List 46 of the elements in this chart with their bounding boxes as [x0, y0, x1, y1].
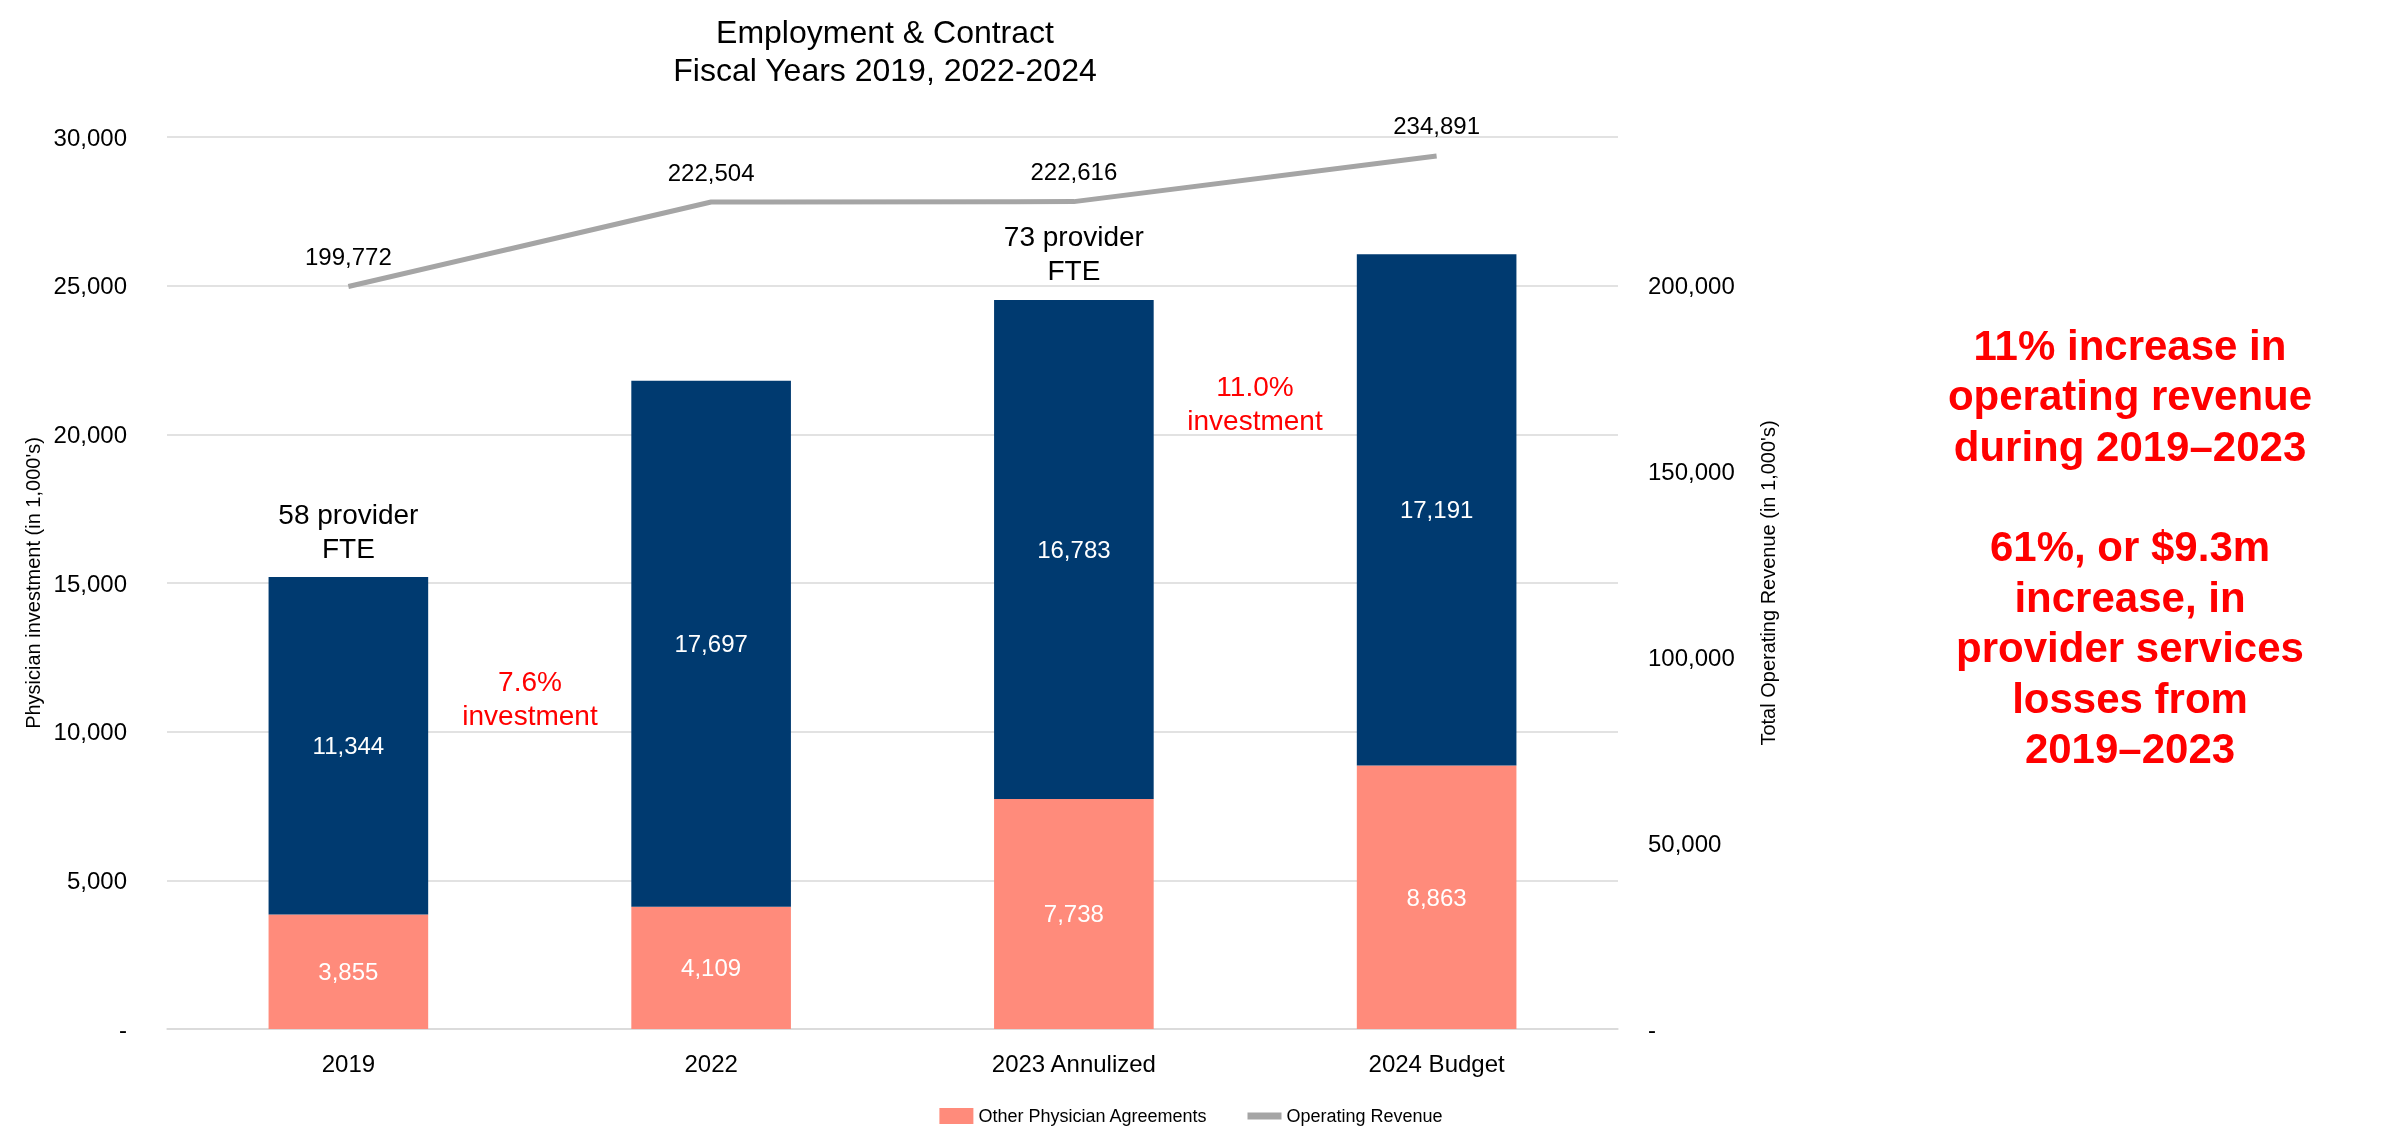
- x-tick-label: 2023 Annulized: [991, 1049, 1156, 1077]
- y2-tick-label: 50,000: [1648, 829, 1722, 857]
- y2-tick-label: 150,000: [1648, 458, 1735, 485]
- data-label: 17,697: [674, 630, 748, 658]
- data-label: 7,738: [1043, 900, 1104, 928]
- chart-title: Employment & Contract Fiscal Years 2019, 2022-2024: [673, 14, 1097, 88]
- x-tick-label: 2022: [684, 1049, 738, 1077]
- data-label: 8,863: [1406, 883, 1467, 911]
- data-label: 4,109: [681, 954, 742, 982]
- annotation: 58 provider FTE: [278, 498, 419, 564]
- data-label: 11,344: [312, 732, 385, 760]
- y2-tick-label: -: [1648, 1015, 1656, 1043]
- y-tick-label: 5,000: [66, 866, 127, 894]
- annotation: 73 provider FTE: [1003, 221, 1144, 287]
- y-tick-label: 30,000: [53, 123, 127, 151]
- bar: [631, 380, 791, 907]
- y-tick-label: -: [119, 1015, 127, 1043]
- bar: [994, 299, 1154, 799]
- legend-label: Operating Revenue: [1286, 1106, 1443, 1126]
- data-label: 199,772: [304, 243, 392, 271]
- data-label: 222,504: [667, 158, 755, 186]
- bar: [1356, 254, 1517, 766]
- bar: [268, 577, 429, 915]
- bar: [1356, 765, 1517, 1029]
- bar: [994, 798, 1154, 1029]
- y2-tick-label: 200,000: [1648, 272, 1735, 300]
- y-tick-label: 25,000: [53, 272, 127, 300]
- text: 11% increase in operating revenue during 2019–2023 61%, or $9.3m increase, in provider services losses from 2019–2023: [1947, 321, 2313, 772]
- annotation: 7.6% investment: [462, 666, 598, 731]
- x-tick-label: 2019: [321, 1049, 376, 1077]
- x-tick-label: 2024 Budget: [1368, 1049, 1506, 1077]
- bar: [631, 906, 791, 1029]
- data-label: 3,855: [318, 958, 379, 986]
- y-axis-title: Physician investment (in 1,000's): [21, 437, 44, 729]
- legend-label: Other Physician Agreements: [978, 1106, 1207, 1126]
- data-label: 17,191: [1399, 496, 1474, 524]
- y-tick-label: 15,000: [53, 569, 127, 597]
- bar: [268, 914, 429, 1029]
- y-tick-label: 20,000: [53, 420, 127, 448]
- y2-axis-title: Total Operating Revenue (in 1,000's): [1757, 420, 1779, 746]
- annotation: 11.0% investment: [1187, 371, 1323, 436]
- data-label: 16,783: [1037, 535, 1111, 563]
- y2-tick-label: 100,000: [1648, 643, 1735, 671]
- data-label: 222,616: [1030, 158, 1118, 186]
- y-tick-label: 10,000: [53, 718, 127, 746]
- data-label: 234,891: [1393, 112, 1481, 140]
